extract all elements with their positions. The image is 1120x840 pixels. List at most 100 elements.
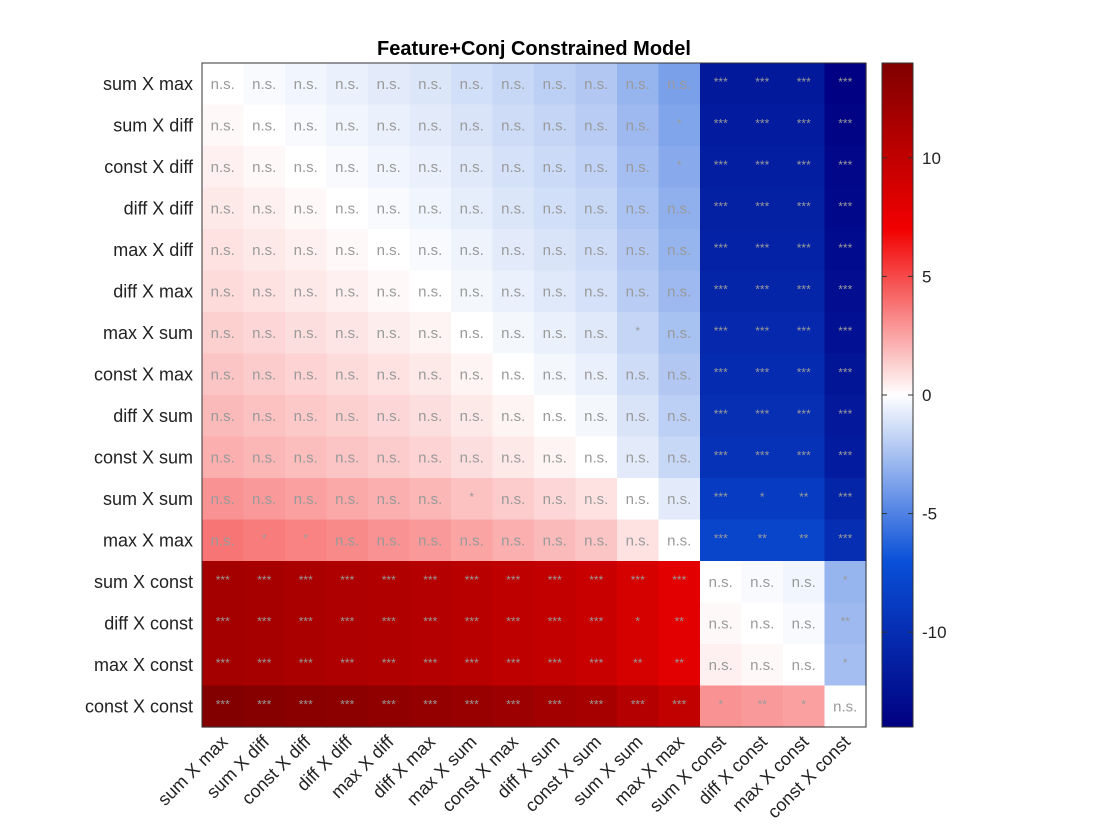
significance-label: n.s. (667, 325, 691, 342)
heatmap-cell (202, 146, 245, 189)
significance-label: n.s. (584, 449, 608, 466)
heatmap-cell (534, 436, 577, 479)
significance-label: *** (340, 573, 354, 587)
significance-label: *** (838, 116, 852, 130)
significance-label: *** (797, 407, 811, 421)
significance-label: n.s. (377, 366, 401, 383)
significance-label: n.s. (211, 200, 235, 217)
heatmap-cell (741, 353, 784, 396)
heatmap-cell (451, 229, 494, 272)
significance-label: n.s. (252, 449, 276, 466)
significance-label: ** (675, 656, 685, 670)
row-label: sum X max (103, 74, 193, 94)
heatmap-cell (368, 312, 411, 355)
heatmap-cell (326, 353, 369, 396)
heatmap-cell (492, 644, 535, 687)
significance-label: n.s. (543, 76, 567, 93)
significance-label: n.s. (294, 242, 318, 259)
significance-label: *** (797, 116, 811, 130)
significance-label: n.s. (501, 117, 525, 134)
heatmap-cell (617, 561, 660, 604)
heatmap-cell (409, 270, 452, 313)
heatmap-cell (202, 229, 245, 272)
significance-label: n.s. (418, 117, 442, 134)
significance-label: n.s. (335, 200, 359, 217)
heatmap-cell (202, 478, 245, 521)
significance-label: *** (216, 614, 230, 628)
significance-label: n.s. (377, 325, 401, 342)
significance-label: *** (838, 365, 852, 379)
significance-label: *** (714, 490, 728, 504)
significance-label: n.s. (294, 491, 318, 508)
significance-label: n.s. (377, 159, 401, 176)
heatmap-cell (202, 312, 245, 355)
significance-label: n.s. (501, 532, 525, 549)
significance-label: *** (382, 656, 396, 670)
heatmap-cell (243, 104, 286, 147)
heatmap-cell (243, 478, 286, 521)
heatmap-cell (658, 478, 701, 521)
significance-label: *** (714, 158, 728, 172)
significance-label: *** (797, 282, 811, 296)
row-label: sum X const (94, 572, 193, 592)
heatmap-cell (285, 644, 328, 687)
significance-label: *** (257, 614, 271, 628)
row-label: const X max (94, 364, 193, 384)
heatmap-cell (368, 63, 411, 106)
significance-label: *** (797, 365, 811, 379)
significance-label: * (635, 614, 640, 628)
significance-label: n.s. (418, 283, 442, 300)
significance-label: n.s. (667, 532, 691, 549)
heatmap-cell (617, 685, 660, 728)
significance-label: n.s. (211, 449, 235, 466)
significance-label: n.s. (667, 283, 691, 300)
heatmap-cell (451, 146, 494, 189)
heatmap-cell (202, 436, 245, 479)
significance-label: *** (382, 573, 396, 587)
heatmap-cell (617, 63, 660, 106)
row-label: diff X diff (124, 198, 194, 218)
heatmap-cell (534, 353, 577, 396)
significance-label: *** (838, 241, 852, 255)
significance-label: *** (589, 614, 603, 628)
significance-label: n.s. (709, 657, 733, 674)
heatmap-cell (202, 187, 245, 230)
heatmap-cell (326, 187, 369, 230)
significance-label: n.s. (294, 283, 318, 300)
heatmap-cell (658, 229, 701, 272)
heatmap-cell (700, 187, 743, 230)
significance-label: n.s. (252, 159, 276, 176)
significance-label: n.s. (543, 117, 567, 134)
significance-label: *** (299, 656, 313, 670)
significance-label: n.s. (294, 117, 318, 134)
row-label: sum X sum (103, 489, 193, 509)
significance-label: ** (799, 490, 809, 504)
significance-label: *** (299, 573, 313, 587)
significance-label: n.s. (377, 449, 401, 466)
row-label: max X sum (103, 323, 193, 343)
heatmap-cell (617, 519, 660, 562)
significance-label: *** (548, 614, 562, 628)
significance-label: n.s. (543, 200, 567, 217)
significance-label: n.s. (460, 408, 484, 425)
significance-label: n.s. (335, 491, 359, 508)
significance-label: n.s. (377, 76, 401, 93)
heatmap-cell (368, 519, 411, 562)
heatmap-cell (534, 104, 577, 147)
heatmap-cell (741, 644, 784, 687)
significance-label: n.s. (543, 283, 567, 300)
heatmap-cell (824, 229, 867, 272)
heatmap-cell (783, 146, 826, 189)
heatmap-cell (575, 270, 618, 313)
heatmap-cell (700, 312, 743, 355)
significance-label: n.s. (667, 408, 691, 425)
heatmap-cell (700, 395, 743, 438)
significance-label: *** (755, 75, 769, 89)
significance-label: * (843, 656, 848, 670)
heatmap-cell (824, 63, 867, 106)
heatmap-cell (409, 478, 452, 521)
significance-label: n.s. (335, 283, 359, 300)
heatmap-cell (783, 644, 826, 687)
heatmap-cell (451, 187, 494, 230)
significance-label: n.s. (501, 491, 525, 508)
